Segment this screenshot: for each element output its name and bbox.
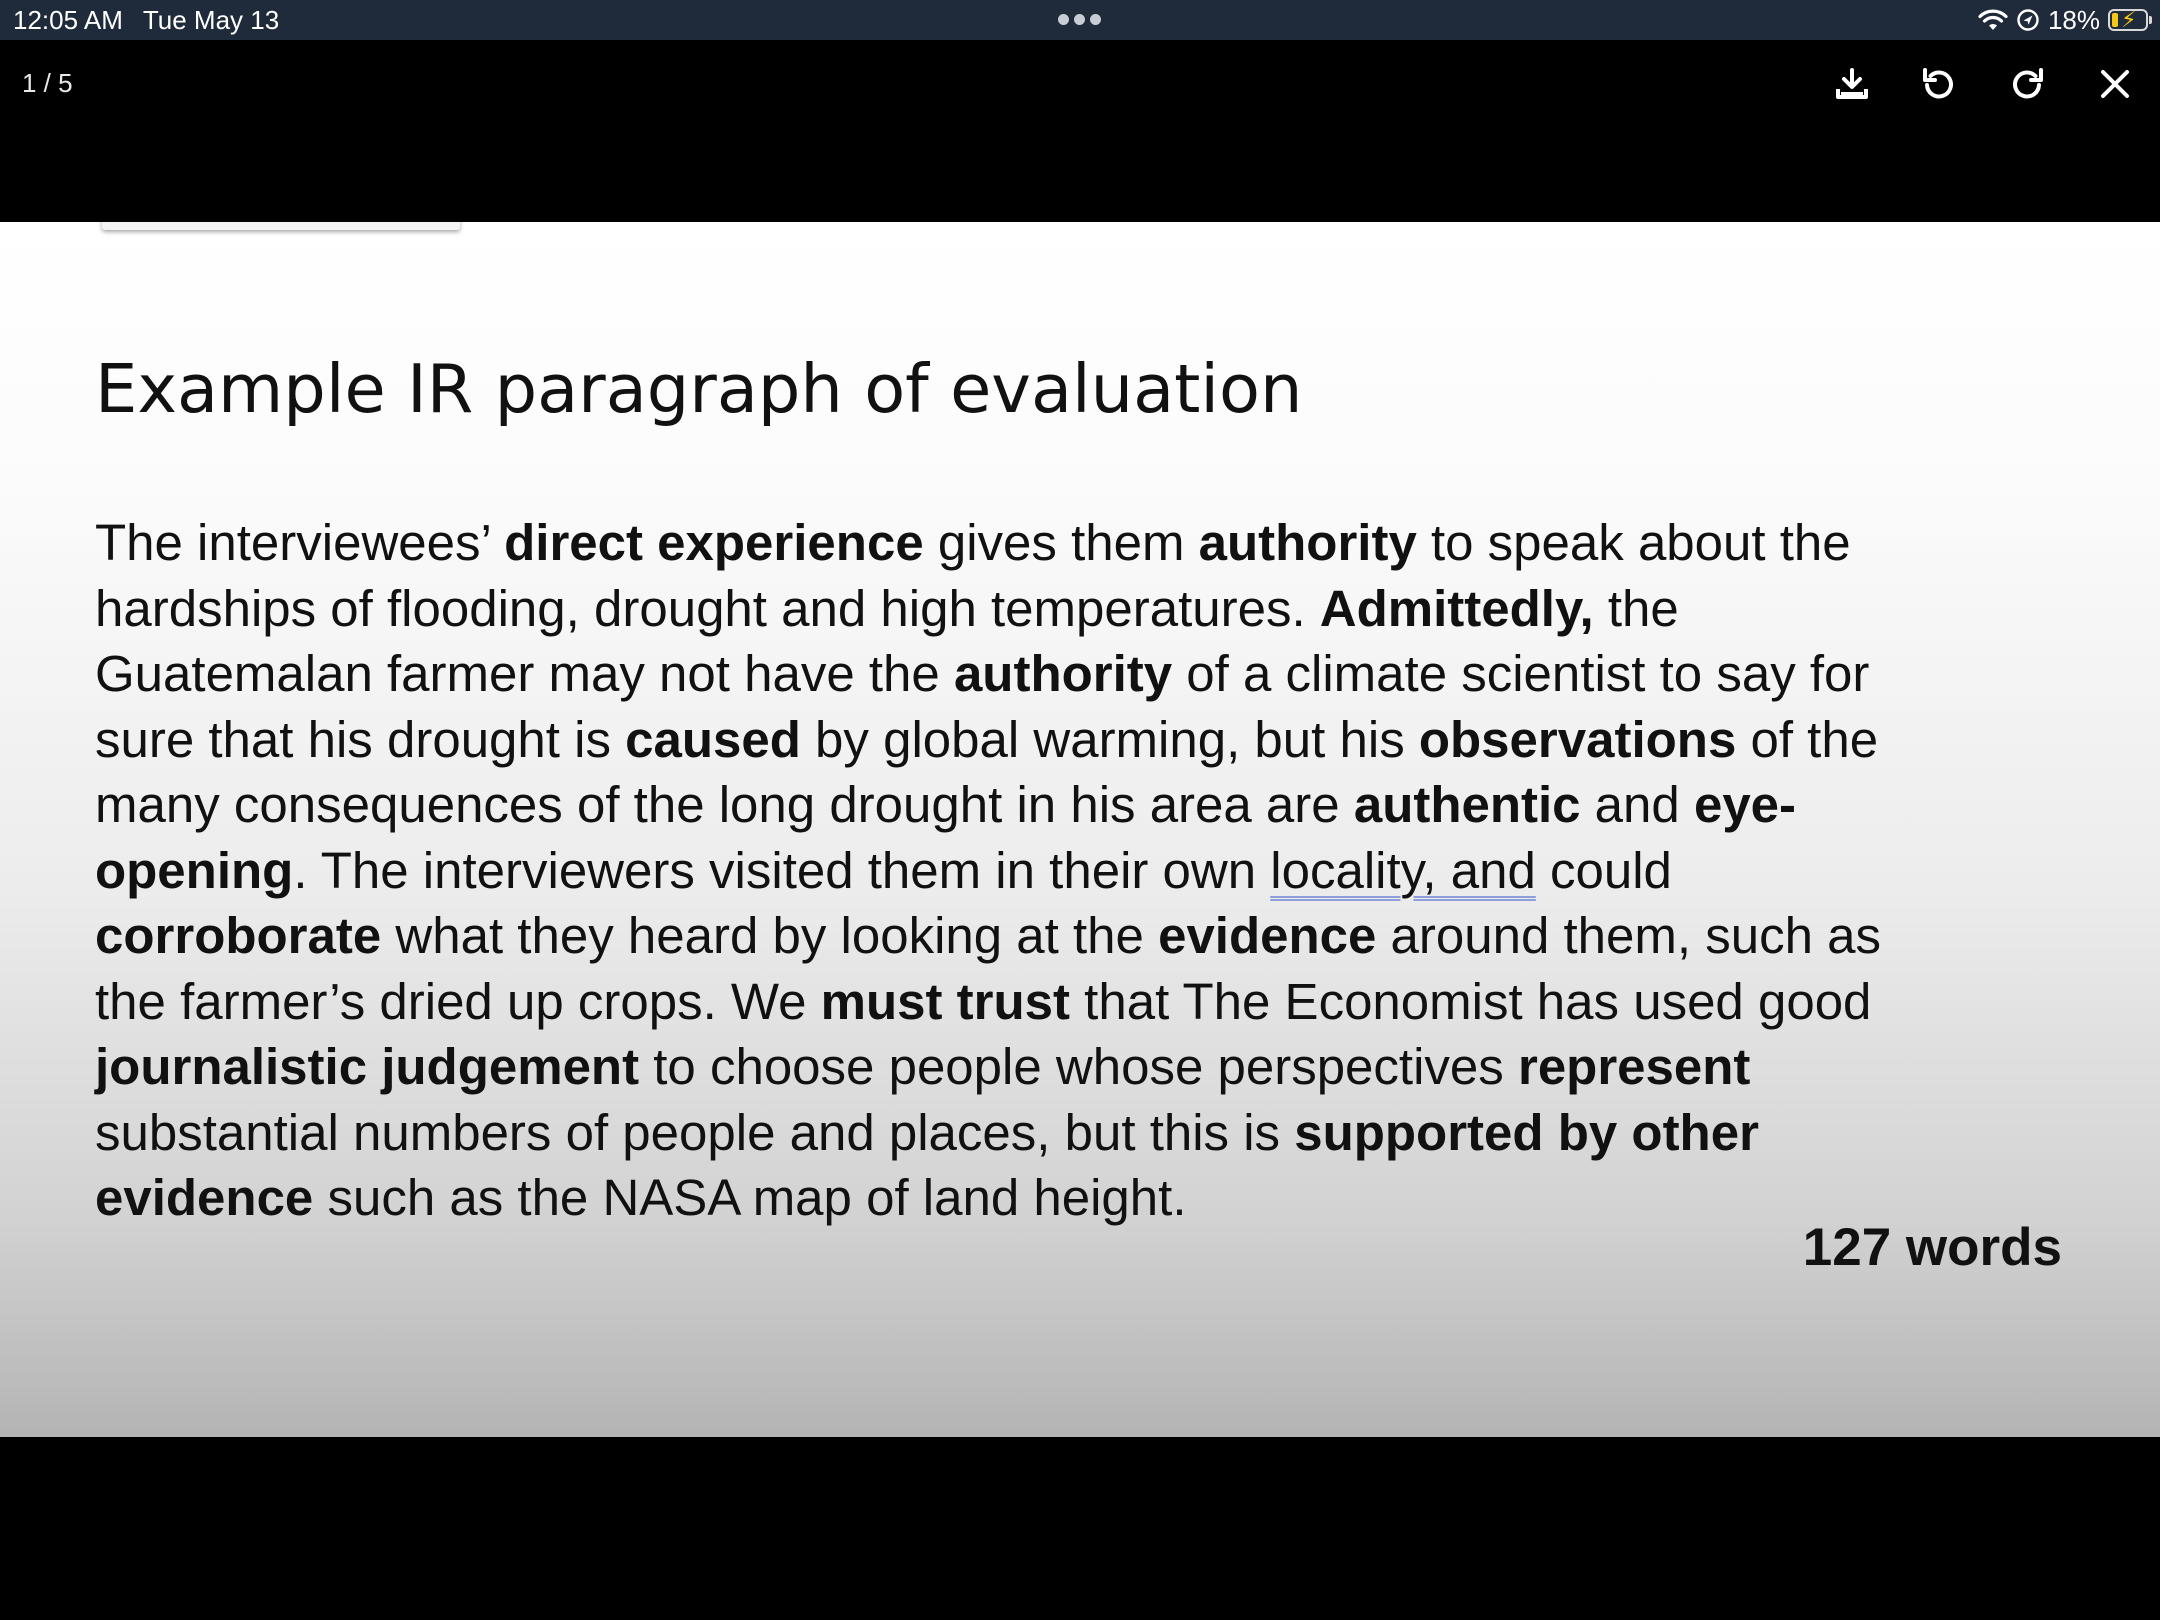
word-count: 127 words (1802, 1218, 2062, 1277)
status-time: 12:05 AM (13, 5, 123, 35)
text-run: to speak about the (1416, 514, 1851, 571)
text-run: The interviewees’ (95, 514, 505, 571)
paragraph-line: opening. The interviewers visited them i… (95, 838, 2075, 904)
status-indicators: 18% ⚡ (1978, 4, 2152, 36)
bold-term: evidence (1158, 907, 1377, 964)
battery-charging-icon: ⚡ (2108, 7, 2152, 32)
bold-term: Admittedly, (1319, 579, 1594, 637)
text-run: substantial numbers of people and places… (95, 1103, 1295, 1161)
text-run: gives them (923, 514, 1199, 571)
slide-tab (102, 222, 460, 230)
text-run: Guatemalan farmer may not have the (95, 645, 954, 702)
text-run: what they heard by looking at the (381, 907, 1159, 964)
bold-term: caused (625, 710, 801, 768)
viewer-toolbar: 1 / 5 (0, 40, 2160, 222)
text-run: and (1580, 776, 1694, 833)
rotate-right-button[interactable] (2003, 60, 2051, 108)
rotate-right-icon (2013, 68, 2043, 99)
status-date: Tue May 13 (142, 5, 280, 35)
paragraph-line: sure that his drought is caused by globa… (95, 707, 2075, 773)
close-icon (2101, 70, 2129, 98)
bold-term: represent (1517, 1038, 1751, 1095)
battery-percent: 18% (2047, 4, 2100, 35)
text-run: hardships of flooding, drought and high … (95, 579, 1320, 637)
rotate-left-button[interactable] (1915, 60, 1963, 108)
bold-term: supported by other (1294, 1103, 1759, 1161)
text-run: the farmer’s dried up crops. We (95, 972, 821, 1030)
status-clock: 12:05 AM Tue May 13 (13, 5, 279, 35)
slide-page: Example IR paragraph of evaluation The i… (0, 222, 2160, 1437)
text-run: locality, and (1270, 841, 1536, 899)
text-run: of a climate scientist to say for (1172, 645, 1870, 702)
bold-term: observations (1418, 710, 1737, 768)
paragraph-line: substantial numbers of people and places… (95, 1100, 2075, 1166)
bold-term: direct experience (504, 514, 924, 571)
ellipsis-icon[interactable] (1058, 14, 1102, 26)
text-run: many consequences of the long drought in… (95, 776, 1354, 833)
paragraph-line: many consequences of the long drought in… (95, 772, 2075, 838)
text-run: that The Economist has used good (1070, 972, 1872, 1030)
text-run: . The interviewers visited them in their… (293, 841, 1271, 899)
paragraph-line: the farmer’s dried up crops. We must tru… (95, 969, 2075, 1035)
bold-term: corroborate (95, 907, 382, 964)
text-run: by global warming, but his (800, 710, 1419, 768)
bold-term: authentic (1353, 776, 1581, 833)
location-icon (2017, 9, 2039, 31)
bold-term: must trust (820, 972, 1071, 1030)
paragraph-line: hardships of flooding, drought and high … (95, 576, 2075, 642)
rotate-left-icon (1923, 68, 1953, 99)
download-icon (1836, 68, 1868, 99)
bold-term: authority (953, 645, 1173, 702)
close-button[interactable] (2091, 60, 2139, 108)
slide-paragraph: The interviewees’ direct experience give… (95, 510, 2075, 1231)
text-run: sure that his drought is (95, 710, 626, 768)
paragraph-line: corroborate what they heard by looking a… (95, 903, 2075, 969)
text-run: of the (1736, 710, 1879, 768)
bold-term: opening (95, 841, 294, 899)
status-bar: 12:05 AM Tue May 13 18% ⚡ (0, 0, 2160, 40)
text-run: such as the NASA map of land height. (313, 1169, 1187, 1226)
bold-term: journalistic judgement (95, 1038, 640, 1095)
text-run: around them, such as (1376, 907, 1881, 964)
text-run: the (1593, 579, 1679, 637)
text-run: to choose people whose perspectives (639, 1038, 1518, 1095)
paragraph-line: Guatemalan farmer may not have the autho… (95, 641, 2075, 707)
viewer-bottom-bar (0, 1437, 2160, 1620)
bold-term: eye- (1693, 776, 1797, 833)
paragraph-line: The interviewees’ direct experience give… (95, 510, 2075, 576)
paragraph-line: journalistic judgement to choose people … (95, 1034, 2075, 1100)
slide-title: Example IR paragraph of evaluation (95, 350, 1303, 428)
paragraph-line: evidence such as the NASA map of land he… (95, 1165, 2075, 1231)
text-run: could (1535, 841, 1672, 899)
wifi-icon (1978, 9, 2008, 30)
page-counter: 1 / 5 (22, 68, 73, 98)
bold-term: authority (1198, 514, 1417, 571)
bold-term: evidence (95, 1169, 314, 1226)
download-button[interactable] (1828, 60, 1876, 108)
